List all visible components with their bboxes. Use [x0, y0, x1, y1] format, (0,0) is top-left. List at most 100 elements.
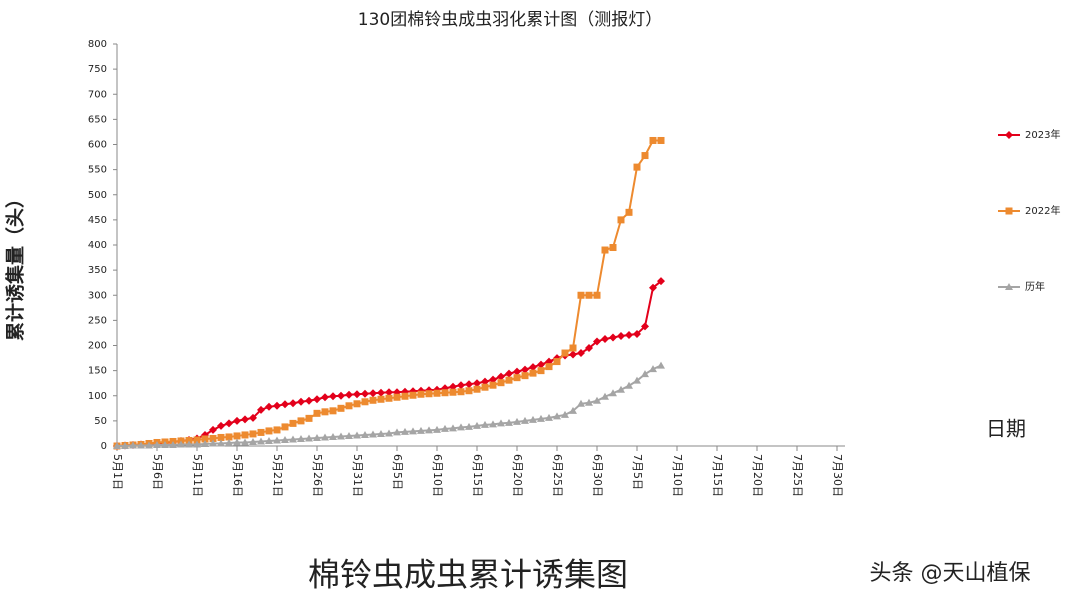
data-point [601, 246, 609, 254]
data-point [561, 349, 569, 357]
data-point [265, 436, 273, 444]
data-point [177, 440, 185, 448]
data-point [601, 334, 609, 343]
data-point [369, 396, 377, 404]
x-tick-label: 5月16日 [231, 454, 244, 497]
data-point [385, 388, 393, 397]
legend-marker [1005, 131, 1013, 139]
y-axis-label: 累计诱集量（头） [4, 189, 27, 341]
data-point [657, 277, 665, 286]
x-tick-label: 6月5日 [391, 454, 404, 490]
data-point [473, 421, 481, 429]
data-point [385, 429, 393, 437]
data-point [609, 244, 617, 252]
data-point [497, 379, 505, 387]
y-tick-label: 400 [88, 240, 107, 251]
data-point [625, 330, 633, 339]
data-point [513, 374, 521, 382]
data-point [313, 395, 321, 404]
data-point [569, 350, 577, 359]
data-point [489, 375, 497, 384]
data-point [321, 433, 329, 441]
data-point [121, 442, 129, 449]
data-point [329, 392, 337, 401]
data-point [233, 432, 241, 440]
data-point [305, 414, 313, 422]
data-point [297, 434, 305, 442]
data-point [281, 435, 289, 443]
y-tick-label: 750 [88, 64, 107, 75]
data-point [585, 344, 593, 353]
data-point [305, 396, 313, 405]
data-point [521, 365, 529, 374]
data-point [137, 441, 145, 449]
data-point [353, 390, 361, 399]
data-point [537, 360, 545, 369]
data-point [585, 291, 593, 299]
data-point [537, 414, 545, 422]
y-tick-label: 700 [88, 89, 107, 100]
data-point [209, 425, 217, 434]
data-point [361, 389, 369, 398]
data-point [513, 367, 521, 376]
data-point [641, 152, 649, 160]
data-point [609, 389, 617, 397]
legend-label: 历年 [1025, 280, 1045, 293]
y-tick-label: 550 [88, 165, 107, 176]
data-point [457, 388, 465, 396]
data-point [281, 400, 289, 409]
y-tick-label: 100 [88, 391, 107, 402]
data-point [337, 404, 345, 412]
data-point [657, 361, 665, 369]
data-point [561, 410, 569, 418]
data-point [337, 432, 345, 440]
y-tick-label: 50 [94, 416, 107, 427]
data-point [473, 385, 481, 393]
y-tick-label: 200 [88, 341, 107, 352]
data-point [649, 365, 657, 373]
data-point [209, 434, 217, 442]
data-point [617, 385, 625, 393]
data-point [353, 431, 361, 439]
data-point [225, 419, 233, 428]
data-point [425, 426, 433, 434]
data-point [521, 372, 529, 380]
data-point [553, 358, 561, 366]
data-point [361, 398, 369, 406]
data-point [569, 406, 577, 414]
data-point [449, 382, 457, 391]
data-point [345, 402, 353, 410]
data-point [577, 291, 585, 299]
data-point [617, 331, 625, 340]
data-point [465, 422, 473, 430]
y-tick-label: 600 [88, 140, 107, 151]
data-point [657, 136, 665, 144]
data-point [313, 409, 321, 417]
data-point [185, 436, 193, 444]
data-point [577, 349, 585, 358]
data-point [569, 344, 577, 352]
data-point [313, 433, 321, 441]
data-point [481, 420, 489, 428]
data-point [265, 402, 273, 411]
data-point [505, 376, 513, 384]
data-point [289, 399, 297, 408]
data-point [233, 416, 241, 425]
data-point [529, 415, 537, 423]
data-point [257, 428, 265, 436]
data-point [345, 431, 353, 439]
data-point [617, 216, 625, 224]
data-point [217, 433, 225, 441]
data-point [273, 426, 281, 434]
data-point [449, 388, 457, 396]
legend-label: 2022年 [1025, 204, 1060, 217]
data-point [649, 283, 657, 292]
x-tick-label: 6月25日 [551, 454, 564, 497]
caption: 棉铃虫成虫累计诱集图 [308, 556, 628, 594]
data-point [529, 363, 537, 372]
data-point [633, 376, 641, 384]
data-point [409, 427, 417, 435]
data-point [193, 436, 201, 444]
x-tick-label: 7月10日 [671, 454, 684, 497]
